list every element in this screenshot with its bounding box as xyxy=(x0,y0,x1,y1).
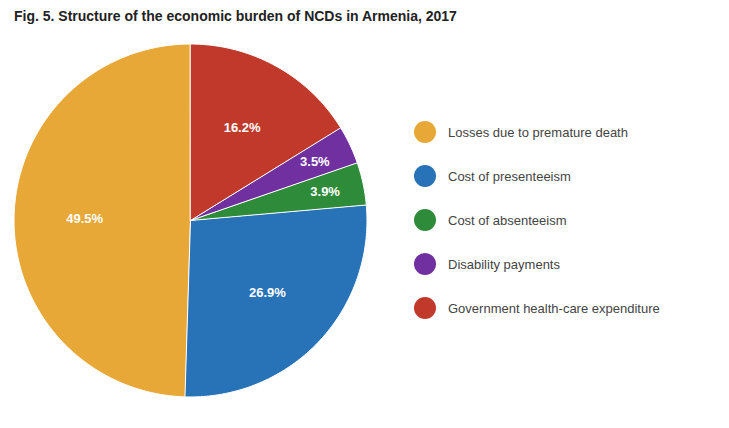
svg-text:26.9%: 26.9% xyxy=(249,285,286,300)
html-text:Cost of presenteeism: Cost of presenteeism xyxy=(448,168,571,184)
html-text:Fig. 5. Structure of the econo: Fig. 5. Structure of the economic burden… xyxy=(14,8,457,24)
svg-text:3.5%: 3.5% xyxy=(300,154,330,169)
html-text:Disability payments: Disability payments xyxy=(448,256,560,272)
svg-text:49.5%: 49.5% xyxy=(66,211,103,226)
svg-text:3.9%: 3.9% xyxy=(310,184,340,199)
html-text:Government health-care expendi: Government health-care expenditure xyxy=(448,300,660,316)
html-text:Losses due to premature death: Losses due to premature death xyxy=(448,124,628,140)
html-text:Cost of absenteeism: Cost of absenteeism xyxy=(448,212,567,228)
svg-text:16.2%: 16.2% xyxy=(224,120,261,135)
